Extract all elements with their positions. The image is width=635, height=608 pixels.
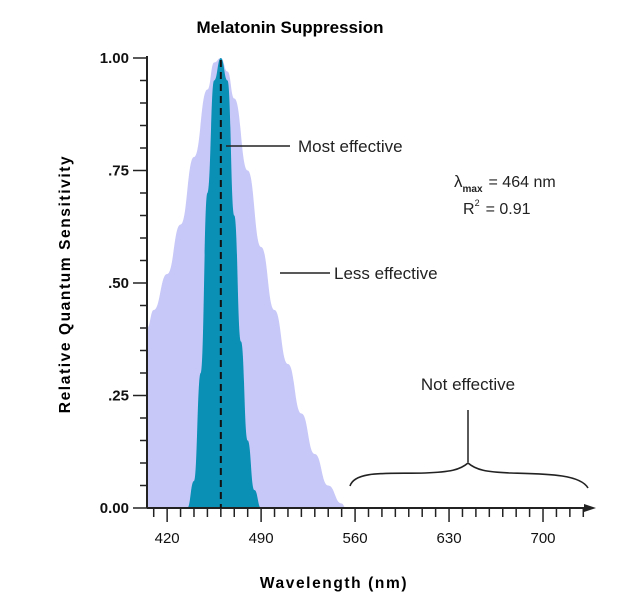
not-effective-label: Not effective <box>421 375 515 394</box>
x-tick-label: 490 <box>249 530 274 547</box>
x-tick-label: 700 <box>530 530 555 547</box>
chart-areas <box>147 58 346 508</box>
x-tick-label: 560 <box>343 530 368 547</box>
lambda-value: = 464 nm <box>489 174 556 191</box>
chart-ticks: 0.00 .25 .50 .75 1.00 420 490 560 630 700 <box>100 50 585 547</box>
x-tick-label: 420 <box>155 530 180 547</box>
y-tick-label: 0.00 <box>100 500 129 517</box>
less-effective-area <box>147 58 346 508</box>
less-effective-label: Less effective <box>334 264 438 283</box>
x-axis-arrow <box>584 504 596 512</box>
r2-superscript: 2 <box>475 198 480 208</box>
r2-letter: R <box>463 201 475 218</box>
r-squared-text: R2 = 0.91 <box>463 198 531 218</box>
not-effective-brace <box>349 461 589 489</box>
lambda-max-text: λmax = 464 nm <box>454 172 556 195</box>
x-tick-label: 630 <box>437 530 462 547</box>
lambda-symbol: λ <box>454 172 463 191</box>
y-tick-label: .75 <box>108 163 129 180</box>
y-tick-label: .25 <box>108 388 129 405</box>
x-axis-title: Wavelength (nm) <box>260 575 408 592</box>
chart-title: Melatonin Suppression <box>196 18 383 37</box>
most-effective-area <box>187 58 262 508</box>
y-tick-label: 1.00 <box>100 50 129 67</box>
r2-value: = 0.91 <box>486 201 531 218</box>
y-tick-label: .50 <box>108 275 129 292</box>
y-axis-title: Relative Quantum Sensitivity <box>57 155 74 413</box>
most-effective-label: Most effective <box>298 137 403 156</box>
lambda-subscript: max <box>463 184 483 195</box>
